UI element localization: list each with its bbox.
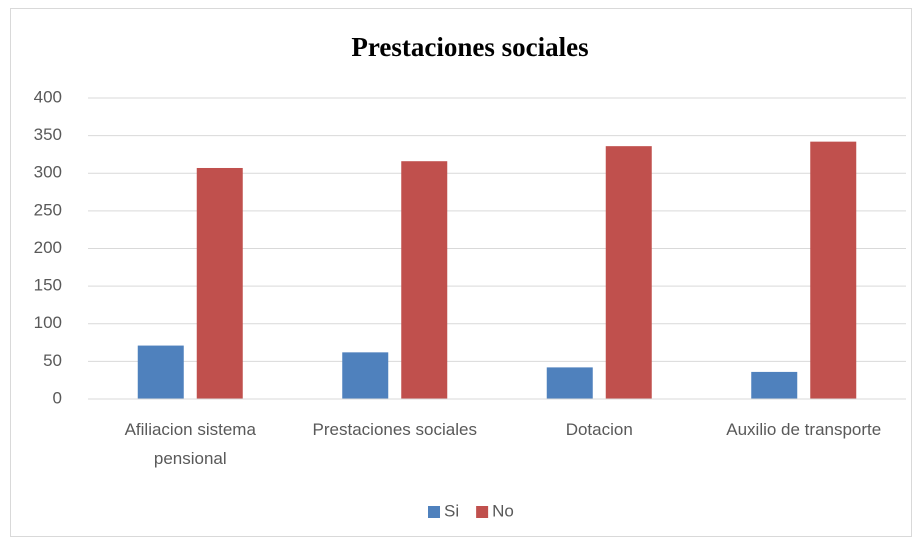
chart-title: Prestaciones sociales — [351, 32, 588, 62]
y-tick-label: 250 — [34, 200, 62, 219]
x-tick-label: Prestaciones sociales — [313, 420, 477, 439]
legend-label: Si — [444, 501, 459, 520]
y-tick-label: 350 — [34, 125, 62, 144]
x-tick-label-line: Afiliacion sistema — [125, 420, 257, 439]
x-tick-label-line: pensional — [154, 449, 227, 468]
y-tick-label: 200 — [34, 238, 62, 257]
bar — [810, 141, 857, 399]
bar — [751, 371, 798, 399]
chart-frame — [10, 8, 912, 537]
x-tick-label-line: Dotacion — [566, 420, 633, 439]
bar — [546, 367, 593, 399]
bar — [342, 352, 389, 399]
legend-label: No — [492, 501, 514, 520]
bar — [196, 167, 243, 399]
bar — [137, 345, 184, 399]
bar — [605, 146, 652, 399]
x-tick-label-line: Auxilio de transporte — [726, 420, 881, 439]
bar — [401, 161, 448, 399]
x-tick-label-line: Prestaciones sociales — [313, 420, 477, 439]
y-tick-label: 300 — [34, 163, 62, 182]
x-tick-label: Afiliacion sistema pensional — [125, 420, 257, 468]
legend-swatch — [476, 506, 489, 518]
y-tick-label: 400 — [34, 87, 62, 106]
y-tick-label: 100 — [34, 313, 62, 332]
y-tick-label: 150 — [34, 276, 62, 295]
y-tick-label: 0 — [53, 388, 62, 407]
x-tick-label: Dotacion — [566, 420, 633, 439]
y-tick-label: 50 — [43, 351, 62, 370]
x-tick-label: Auxilio de transporte — [726, 420, 881, 439]
legend-swatch — [428, 506, 440, 518]
